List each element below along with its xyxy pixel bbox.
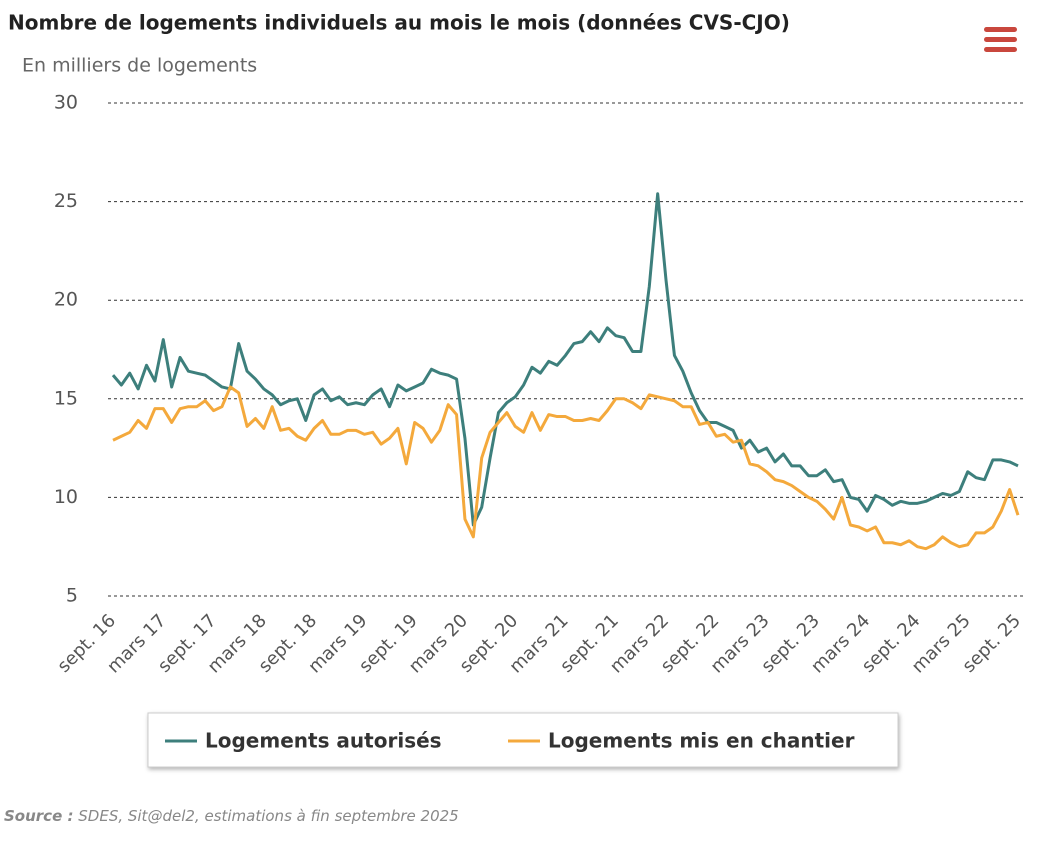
legend-item[interactable]: Logements autorisés <box>165 729 442 753</box>
menu-button[interactable] <box>984 27 1017 52</box>
legend-label: Logements mis en chantier <box>548 729 855 753</box>
y-tick-label: 10 <box>54 486 78 508</box>
source-label: Source : <box>4 807 73 825</box>
y-tick-label: 25 <box>54 190 78 212</box>
source-text: SDES, Sit@del2, estimations à fin septem… <box>78 807 458 825</box>
legend-label: Logements autorisés <box>205 729 442 753</box>
chart-title: Nombre de logements individuels au mois … <box>8 11 790 35</box>
source: Source : SDES, Sit@del2, estimations à f… <box>4 807 459 825</box>
series-line <box>111 192 1019 527</box>
series-line <box>112 385 1020 551</box>
y-tick-label: 20 <box>54 289 78 311</box>
chart-subtitle: En milliers de logements <box>22 55 257 77</box>
y-tick-label: 15 <box>54 387 78 409</box>
y-tick-label: 30 <box>54 92 78 114</box>
y-tick-label: 5 <box>66 585 78 607</box>
legend-item[interactable]: Logements mis en chantier <box>508 729 855 753</box>
